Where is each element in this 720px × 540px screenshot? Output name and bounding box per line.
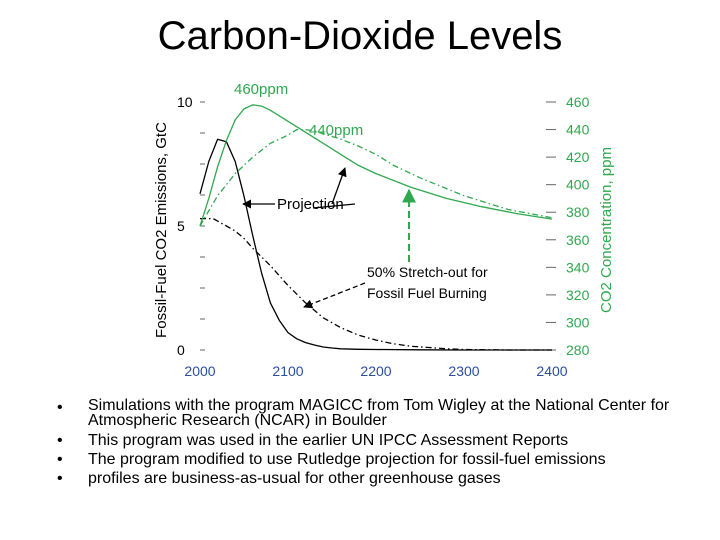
x-tick-label: 2400 xyxy=(536,363,567,379)
x-tick-label: 2300 xyxy=(448,363,479,379)
left-tick-label: 0 xyxy=(177,342,185,358)
x-tick-label: 2000 xyxy=(184,363,215,379)
right-tick-label: 360 xyxy=(566,232,590,248)
svg-text:Fossil-Fuel CO2 Emissions, GtC: Fossil-Fuel CO2 Emissions, GtC xyxy=(153,122,170,338)
emissions-projection-line xyxy=(199,138,552,351)
bullet-list: • Simulations with the program MAGICC fro… xyxy=(55,398,695,488)
right-tick-label: 420 xyxy=(566,149,590,165)
left-axis-label: Fossil-Fuel CO2 Emissions, GtC xyxy=(153,122,170,338)
bullet-text: The program modified to use Rutledge pro… xyxy=(88,451,606,468)
right-axis-label: CO2 Concentration, ppm xyxy=(598,147,615,313)
right-tick-label: 280 xyxy=(566,342,590,358)
emissions-stretchout-line xyxy=(200,217,552,351)
annotation-projection: Projection xyxy=(277,196,344,213)
right-tick-label: 320 xyxy=(566,287,590,303)
projection-underline xyxy=(312,203,356,209)
left-tick-label: 5 xyxy=(177,218,185,234)
right-tick-label: 400 xyxy=(566,177,590,193)
bullet-text: profiles are business-as-usual for other… xyxy=(88,470,501,487)
slide-title: Carbon-Dioxide Levels xyxy=(157,14,563,58)
bullet-symbol: • xyxy=(57,451,63,468)
annotation-stretchout-line1: 50% Stretch-out for xyxy=(367,264,488,280)
concentration-stretchout-line xyxy=(199,128,553,227)
series-lines xyxy=(199,104,553,351)
bullet-item: • profiles are business-as-usual for othe… xyxy=(55,469,695,488)
x-tick-label: 2100 xyxy=(272,363,303,379)
right-tick-label: 460 xyxy=(566,94,590,110)
annotation-stretchout-line2: Fossil Fuel Burning xyxy=(367,285,487,301)
bullet-item: • The program modified to use Rutledge pr… xyxy=(55,450,695,469)
projection-arrow-up xyxy=(331,167,347,205)
concentration-projection-line xyxy=(199,104,553,227)
right-tick-label: 440 xyxy=(566,122,590,138)
bullet-symbol: • xyxy=(57,432,63,449)
co2-chart: Fossil-Fuel CO2 Emissions, GtC CO2 Conce… xyxy=(153,81,615,379)
bullet-symbol: • xyxy=(57,470,63,487)
svg-text:CO2 Concentration, ppm: CO2 Concentration, ppm xyxy=(598,147,615,313)
right-tick-label: 300 xyxy=(566,314,590,330)
x-tick-label: 2200 xyxy=(360,363,391,379)
bullet-item: • This program was used in the earlier UN… xyxy=(55,431,695,450)
right-tick-label: 380 xyxy=(566,204,590,220)
bullet-item: • Simulations with the program MAGICC fro… xyxy=(55,397,695,429)
stretchout-arrow-black xyxy=(303,282,366,309)
annotation-440ppm: 440ppm xyxy=(309,122,363,139)
bullet-text: Simulations with the program MAGICC from… xyxy=(88,397,670,429)
bullet-text: This program was used in the earlier UN … xyxy=(88,432,569,449)
right-tick-label: 340 xyxy=(566,259,590,275)
annotation-460ppm: 460ppm xyxy=(234,81,288,98)
axis-ticks: 2000 2100 2200 2300 2400 0 5 10 280 300 320 340 360 3… xyxy=(177,94,590,379)
bullet-symbol: • xyxy=(57,399,63,416)
left-tick-label: 10 xyxy=(177,94,193,110)
